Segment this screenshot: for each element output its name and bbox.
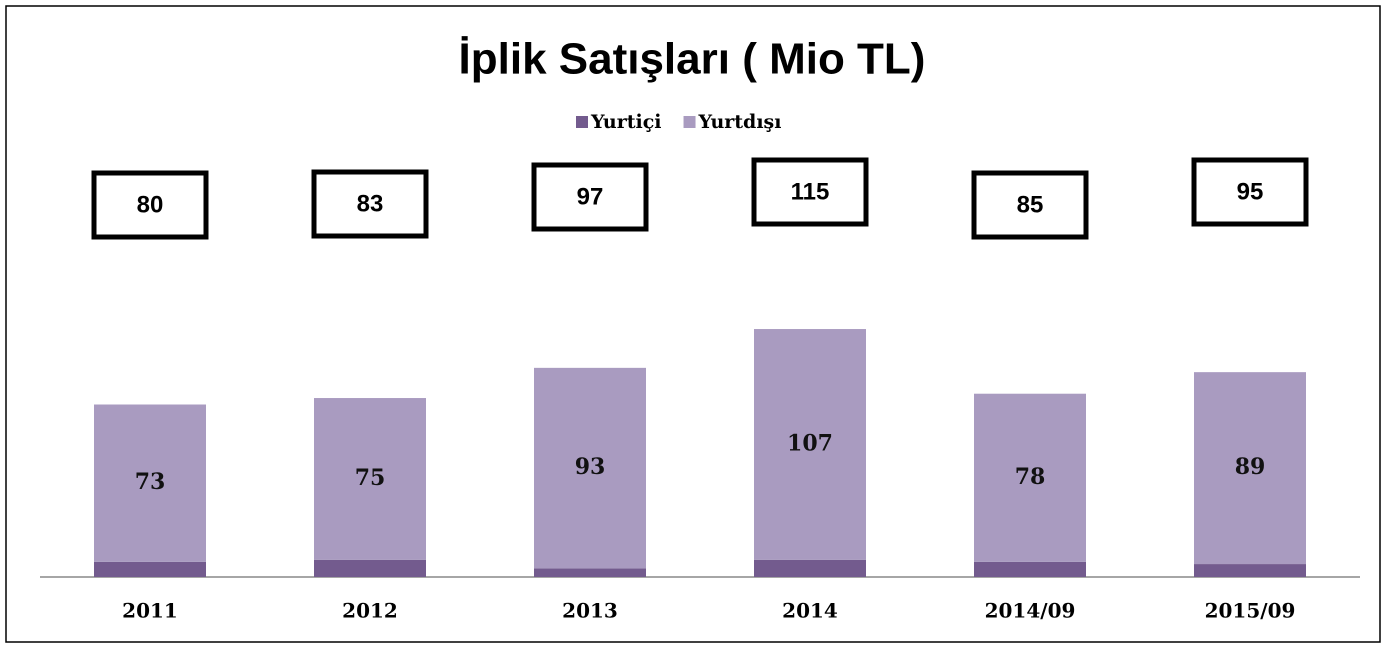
total-box	[311, 169, 429, 239]
legend-label: Yurtiçi	[590, 111, 662, 133]
x-tick-label: 2014	[782, 599, 838, 623]
bar-segment	[974, 561, 1086, 577]
bar-segment	[94, 404, 206, 562]
bar-segment	[534, 568, 646, 577]
data-label: 73	[135, 469, 166, 495]
legend-swatch	[683, 116, 696, 128]
legend-swatch	[576, 116, 588, 128]
data-label: 89	[1235, 454, 1266, 480]
total-box	[971, 170, 1089, 240]
total-box	[91, 170, 209, 240]
bar-segment	[754, 329, 866, 560]
total-box	[531, 162, 649, 232]
chart-title: İplik Satışları ( Mio TL)	[459, 35, 926, 84]
total-label: 83	[357, 190, 384, 217]
x-tick-label: 2015/09	[1205, 599, 1296, 623]
x-tick-label: 2012	[342, 599, 398, 623]
bar-segment	[974, 393, 1086, 562]
legend-label: Yurtdışı	[698, 111, 782, 133]
total-label: 115	[791, 178, 830, 205]
total-label: 85	[1017, 191, 1044, 218]
bar-segment	[754, 559, 866, 577]
bar-segment	[1194, 564, 1306, 577]
x-tick-label: 2011	[122, 599, 178, 623]
data-label: 75	[355, 465, 386, 491]
data-label: 93	[575, 454, 606, 480]
total-box	[1191, 157, 1309, 227]
x-tick-label: 2013	[562, 599, 618, 623]
total-label: 97	[577, 183, 604, 210]
x-tick-label: 2014/09	[985, 599, 1076, 623]
total-label: 95	[1237, 178, 1264, 205]
bar-segment	[534, 367, 646, 569]
bar-segment	[314, 398, 426, 560]
bar-segment	[314, 559, 426, 577]
total-label: 80	[137, 191, 164, 218]
data-label: 107	[787, 430, 833, 456]
total-box	[751, 157, 869, 227]
chart-border	[5, 5, 1381, 643]
bar-segment	[1194, 372, 1306, 565]
bar-segment	[94, 561, 206, 577]
data-label: 78	[1015, 464, 1046, 490]
